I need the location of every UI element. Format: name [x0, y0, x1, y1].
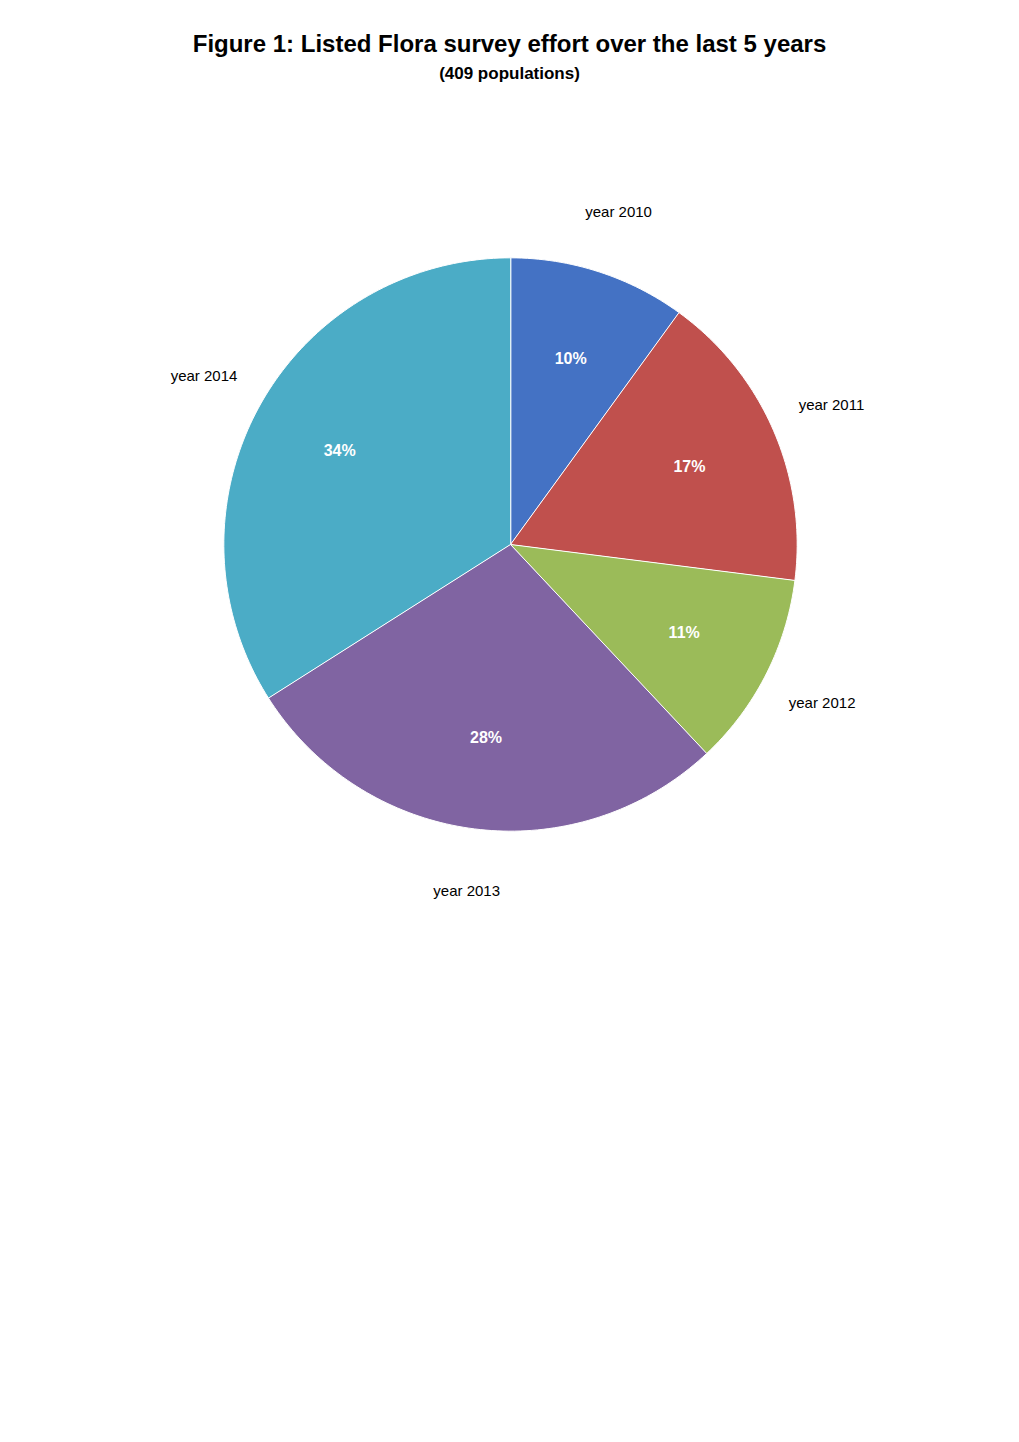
html-text:(409 populations): (409 populations) — [439, 64, 580, 83]
svg-text:34%: 34% — [323, 442, 355, 459]
svg-text:year 2013: year 2013 — [433, 882, 500, 899]
svg-text:28%: 28% — [470, 729, 502, 746]
svg-text:year 2012: year 2012 — [788, 694, 855, 711]
svg-text:11%: 11% — [668, 624, 699, 641]
svg-text:year 2014: year 2014 — [170, 367, 237, 384]
html-text:Figure 1: Listed Flora survey: Figure 1: Listed Flora survey effort ove… — [192, 30, 827, 57]
svg-text:10%: 10% — [554, 350, 586, 367]
svg-text:year 2010: year 2010 — [585, 203, 652, 220]
svg-text:17%: 17% — [673, 458, 705, 475]
svg-text:year 2011: year 2011 — [798, 396, 864, 413]
